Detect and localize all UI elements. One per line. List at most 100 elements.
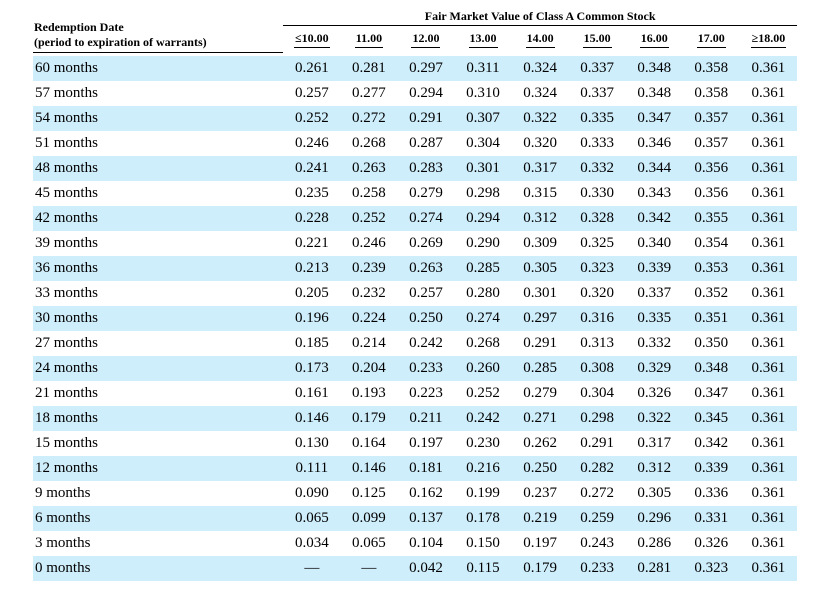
table-cell: 0.274 bbox=[397, 205, 455, 231]
column-header: 13.00 bbox=[455, 26, 512, 53]
column-header: 11.00 bbox=[340, 26, 397, 53]
table-cell: 0.280 bbox=[466, 284, 500, 301]
table-cell: 0.221 bbox=[294, 234, 329, 251]
table-cell: 0.296 bbox=[625, 505, 683, 531]
row-label: 57 months bbox=[35, 84, 98, 101]
table-cell: 0.285 bbox=[511, 355, 569, 381]
table-cell: 0.335 bbox=[625, 305, 683, 331]
table-cell: 0.224 bbox=[340, 305, 398, 331]
row-label: 3 months bbox=[35, 534, 91, 551]
table-cell: 0.361 bbox=[751, 234, 786, 251]
table-cell: 0.337 bbox=[568, 55, 626, 81]
table-cell: 0.323 bbox=[568, 255, 626, 281]
table-row: 12 months 0.111 0.146 0.181 0.216 0.250 0.282 0… bbox=[33, 455, 797, 481]
column-header-label: 14.00 bbox=[525, 31, 555, 48]
table-cell: 0.065 bbox=[283, 505, 341, 531]
table-cell: 0.286 bbox=[637, 534, 672, 551]
column-header: 12.00 bbox=[397, 26, 454, 53]
table-row: 60 months 0.261 0.281 0.297 0.311 0.324 0.337 0… bbox=[33, 55, 797, 81]
table-cell: 0.361 bbox=[739, 555, 797, 581]
table-cell: 0.034 bbox=[294, 534, 329, 551]
table-cell: 0.348 bbox=[637, 84, 672, 101]
table-cell: 0.326 bbox=[637, 384, 672, 401]
table-cell: 0.228 bbox=[283, 205, 341, 231]
table-cell: 0.361 bbox=[739, 55, 797, 81]
table-cell: 0.279 bbox=[409, 184, 443, 201]
table-cell: 0.099 bbox=[340, 505, 398, 531]
table-cell: 0.358 bbox=[682, 55, 740, 81]
column-header-label: 17.00 bbox=[696, 31, 726, 48]
table-cell: 0.355 bbox=[682, 205, 740, 231]
column-header: 15.00 bbox=[569, 26, 626, 53]
table-cell: 0.196 bbox=[283, 305, 341, 331]
column-header-label: 11.00 bbox=[354, 31, 384, 48]
table-cell: 0.290 bbox=[466, 234, 500, 251]
table-cell: 0.237 bbox=[523, 484, 557, 501]
table-cell: 0.178 bbox=[454, 505, 512, 531]
table-cell: 0.239 bbox=[340, 255, 398, 281]
table-row: 21 months 0.161 0.193 0.223 0.252 0.279 0.304 0… bbox=[33, 381, 797, 406]
table-cell: 0.346 bbox=[637, 134, 672, 151]
table-cell: 0.298 bbox=[568, 405, 626, 431]
row-header: Redemption Date (period to expiration of… bbox=[33, 0, 284, 53]
table-cell: 0.330 bbox=[580, 184, 615, 201]
table-cell: 0.065 bbox=[352, 534, 386, 551]
table-cell: 0.316 bbox=[568, 305, 626, 331]
table-cell: 0.361 bbox=[751, 334, 786, 351]
row-label: 15 months bbox=[35, 434, 98, 451]
table-cell: 0.181 bbox=[397, 455, 455, 481]
table-cell: 0.307 bbox=[454, 105, 512, 131]
table-cell: 0.283 bbox=[397, 155, 455, 181]
table-cell: 0.252 bbox=[340, 205, 398, 231]
table-row: 42 months 0.228 0.252 0.274 0.294 0.312 0.328 0… bbox=[33, 205, 797, 231]
table-cell: 0.242 bbox=[409, 334, 443, 351]
row-label: 51 months bbox=[35, 134, 98, 151]
table-cell: 0.358 bbox=[694, 84, 729, 101]
table-cell: 0.164 bbox=[352, 434, 386, 451]
table-cell: 0.331 bbox=[682, 505, 740, 531]
table-cell: 0.317 bbox=[637, 434, 672, 451]
table-cell: 0.354 bbox=[694, 234, 729, 251]
table-cell: 0.320 bbox=[523, 134, 557, 151]
column-header-label: ≥18.00 bbox=[750, 31, 787, 48]
table-cell: 0.259 bbox=[568, 505, 626, 531]
table-cell: — bbox=[340, 555, 398, 581]
row-header-subtitle: (period to expiration of warrants) bbox=[34, 34, 207, 49]
table-cell: 0.361 bbox=[739, 255, 797, 281]
table-row: 30 months 0.196 0.224 0.250 0.274 0.297 0.316 0… bbox=[33, 305, 797, 331]
table-cell: 0.272 bbox=[580, 484, 615, 501]
table-cell: 0.353 bbox=[682, 255, 740, 281]
table-cell: 0.335 bbox=[568, 105, 626, 131]
table-cell: 0.130 bbox=[294, 434, 329, 451]
table-cell: 0.348 bbox=[625, 55, 683, 81]
table-cell: 0.337 bbox=[580, 84, 615, 101]
table-cell: 0.260 bbox=[454, 355, 512, 381]
table-cell: 0.241 bbox=[283, 155, 341, 181]
table-cell: 0.343 bbox=[637, 184, 672, 201]
table-cell: 0.357 bbox=[694, 134, 729, 151]
table-cell: 0.250 bbox=[511, 455, 569, 481]
table-cell: 0.179 bbox=[340, 405, 398, 431]
table-cell: 0.361 bbox=[751, 434, 786, 451]
row-label: 60 months bbox=[33, 55, 284, 81]
table-cell: 0.301 bbox=[523, 284, 557, 301]
table-row: 15 months 0.130 0.164 0.197 0.230 0.262 0.291 0… bbox=[33, 431, 797, 456]
table-cell: 0.257 bbox=[294, 84, 329, 101]
table-cell: 0.268 bbox=[466, 334, 500, 351]
table-cell: 0.281 bbox=[340, 55, 398, 81]
row-label: 9 months bbox=[35, 484, 91, 501]
column-header-label: ≤10.00 bbox=[294, 31, 330, 48]
table-cell: 0.279 bbox=[523, 384, 557, 401]
row-label: 21 months bbox=[35, 384, 98, 401]
table-cell: 0.309 bbox=[523, 234, 557, 251]
table-row: 57 months 0.257 0.277 0.294 0.310 0.324 0.337 0… bbox=[33, 81, 797, 106]
table-cell: 0.294 bbox=[409, 84, 443, 101]
table-cell: 0.347 bbox=[694, 384, 729, 401]
table-cell: 0.324 bbox=[523, 84, 557, 101]
table-cell: 0.282 bbox=[568, 455, 626, 481]
table-cell: 0.233 bbox=[397, 355, 455, 381]
table-cell: 0.219 bbox=[511, 505, 569, 531]
table-cell: 0.214 bbox=[352, 334, 386, 351]
table-row: 9 months 0.090 0.125 0.162 0.199 0.237 0.272 0.… bbox=[33, 481, 797, 506]
table-cell: 0.233 bbox=[568, 555, 626, 581]
